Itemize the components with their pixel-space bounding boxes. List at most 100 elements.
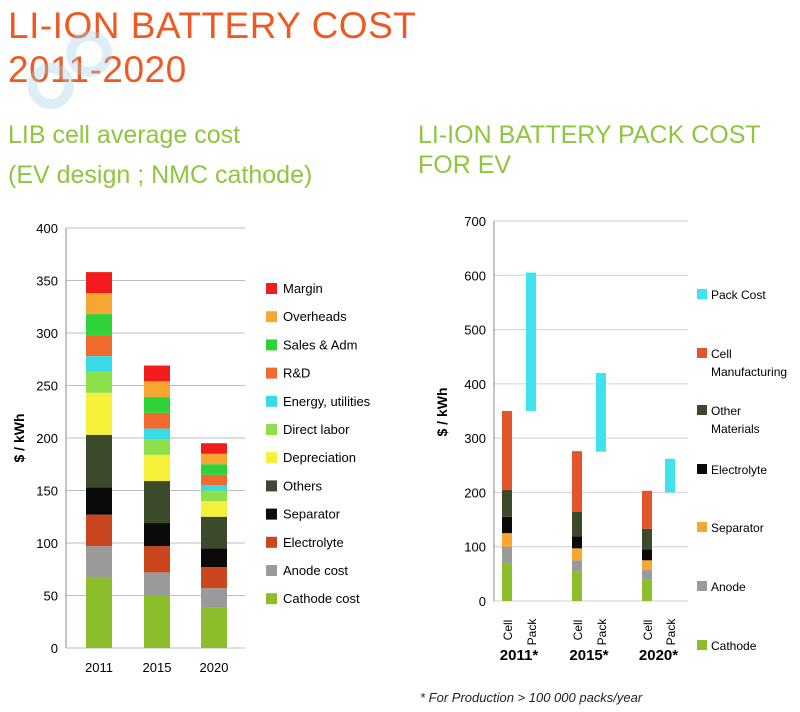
right-legend-label: Anode	[711, 580, 746, 594]
left-bar-segment	[201, 453, 227, 465]
page-title-years: 2011-2020	[8, 49, 187, 90]
left-y-tick-label: 250	[36, 379, 58, 394]
left-bar-segment	[86, 577, 112, 648]
right-cell-sublabel: Cell	[501, 620, 515, 641]
right-x-group-label: 2020*	[639, 647, 678, 664]
right-cell-bar-segment	[502, 563, 512, 601]
right-cell-bar-segment	[502, 533, 512, 547]
right-legend-label: Manufacturing	[711, 365, 787, 379]
left-bar-segment	[144, 454, 170, 482]
right-y-tick-label: 400	[464, 377, 486, 392]
right-y-tick-label: 600	[464, 268, 486, 283]
left-legend-swatch	[266, 395, 277, 407]
left-x-tick-label: 2020	[200, 660, 229, 675]
right-cell-sublabel: Cell	[571, 620, 585, 641]
right-pack-sublabel: Pack	[525, 618, 539, 646]
right-y-axis-label: $ / kWh	[434, 387, 450, 436]
left-legend-swatch	[266, 311, 277, 323]
right-chart-subtitle: LI-ION BATTERY PACK COST	[418, 121, 761, 149]
right-y-tick-label: 300	[464, 431, 486, 446]
right-cell-bar-segment	[572, 560, 582, 572]
left-bar-segment	[144, 381, 170, 398]
left-legend-label: Direct labor	[283, 422, 350, 437]
left-bar-segment	[86, 356, 112, 372]
left-legend-label: Margin	[283, 281, 323, 296]
right-chart-subtitle-2: FOR EV	[418, 151, 512, 179]
right-legend-swatch	[697, 348, 707, 358]
right-cell-bar-segment	[572, 548, 582, 561]
left-y-tick-label: 200	[36, 431, 58, 446]
right-y-tick-label: 700	[464, 214, 486, 229]
left-legend-swatch	[266, 508, 277, 520]
page-title: LI-ION BATTERY COST	[8, 5, 417, 46]
right-cell-bar-segment	[502, 516, 512, 534]
right-legend-label: Pack Cost	[711, 288, 766, 302]
left-bar-segment	[144, 523, 170, 547]
right-cell-bar-segment	[502, 411, 512, 490]
right-pack-bar	[665, 458, 675, 493]
right-cell-bar-segment	[572, 536, 582, 549]
left-legend-swatch	[266, 480, 277, 492]
left-bar-segment	[201, 485, 227, 491]
right-pack-sublabel: Pack	[664, 618, 678, 646]
left-legend-label: Anode cost	[283, 563, 348, 578]
left-bar-segment	[86, 272, 112, 294]
left-bar-segment	[201, 474, 227, 486]
left-bar-segment	[86, 434, 112, 488]
left-bar-segment	[201, 464, 227, 475]
right-legend-swatch	[697, 405, 707, 415]
left-bar-segment	[144, 546, 170, 573]
right-legend-label: Other	[711, 404, 741, 418]
left-y-tick-label: 400	[36, 221, 58, 236]
left-bar-segment	[201, 607, 227, 648]
left-bar-segment	[86, 392, 112, 435]
left-bar-segment	[86, 514, 112, 547]
right-cell-bar-segment	[572, 571, 582, 601]
right-cell-bar-segment	[642, 560, 652, 571]
left-x-tick-label: 2011	[85, 660, 113, 675]
left-bar-segment	[201, 490, 227, 501]
left-bar-segment	[86, 335, 112, 357]
left-legend-label: Electrolyte	[283, 535, 344, 550]
right-pack-bar	[596, 373, 606, 452]
right-legend-label: Electrolyte	[711, 463, 767, 477]
right-legend-swatch	[697, 640, 707, 650]
right-legend-swatch	[697, 289, 707, 299]
left-bar-segment	[144, 572, 170, 596]
right-legend-label: Cathode	[711, 639, 757, 653]
left-bar-segment	[86, 371, 112, 393]
right-cell-bar-segment	[572, 511, 582, 537]
left-legend-swatch	[266, 536, 277, 548]
left-x-tick-label: 2015	[143, 660, 172, 675]
left-bar-segment	[201, 567, 227, 589]
right-cell-bar-segment	[642, 570, 652, 580]
right-legend-label: Cell	[711, 347, 732, 361]
left-legend-label: Depreciation	[283, 450, 356, 465]
left-legend-swatch	[266, 283, 277, 294]
left-bar-segment	[144, 397, 170, 413]
right-legend-swatch	[697, 464, 707, 474]
left-y-axis-label: $ / kWh	[11, 413, 27, 462]
left-bar-segment	[201, 548, 227, 568]
right-legend-label: Separator	[711, 521, 764, 535]
right-cell-bar-segment	[642, 579, 652, 601]
left-legend-label: R&D	[283, 366, 310, 381]
right-y-tick-label: 0	[479, 594, 486, 609]
left-chart-subtitle-2: (EV design ; NMC cathode)	[8, 161, 313, 189]
left-legend-swatch	[266, 367, 277, 379]
right-cell-bar-segment	[502, 489, 512, 517]
right-y-tick-label: 100	[464, 540, 486, 555]
left-bar-segment	[201, 588, 227, 608]
right-cell-bar-segment	[642, 490, 652, 529]
left-bar-segment	[144, 428, 170, 440]
left-legend-label: Sales & Adm	[283, 337, 357, 352]
left-bar-segment	[86, 487, 112, 515]
right-cell-bar-segment	[642, 528, 652, 550]
left-legend-swatch	[266, 593, 277, 605]
left-bar-segment	[201, 516, 227, 549]
left-legend-label: Overheads	[283, 309, 347, 324]
right-x-group-label: 2011*	[500, 647, 539, 664]
left-y-tick-label: 300	[36, 326, 58, 341]
right-y-tick-label: 200	[464, 485, 486, 500]
